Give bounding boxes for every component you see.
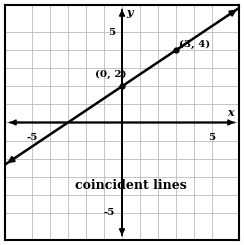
Text: (3, 4): (3, 4) — [179, 39, 210, 49]
Text: x: x — [227, 107, 234, 118]
Text: coincident lines: coincident lines — [75, 179, 187, 192]
Text: -5: -5 — [103, 208, 115, 218]
Text: 5: 5 — [209, 133, 216, 142]
Text: -5: -5 — [26, 133, 38, 142]
Text: (0, 2): (0, 2) — [95, 70, 126, 79]
Text: y: y — [126, 7, 132, 18]
Text: 5: 5 — [108, 27, 115, 37]
